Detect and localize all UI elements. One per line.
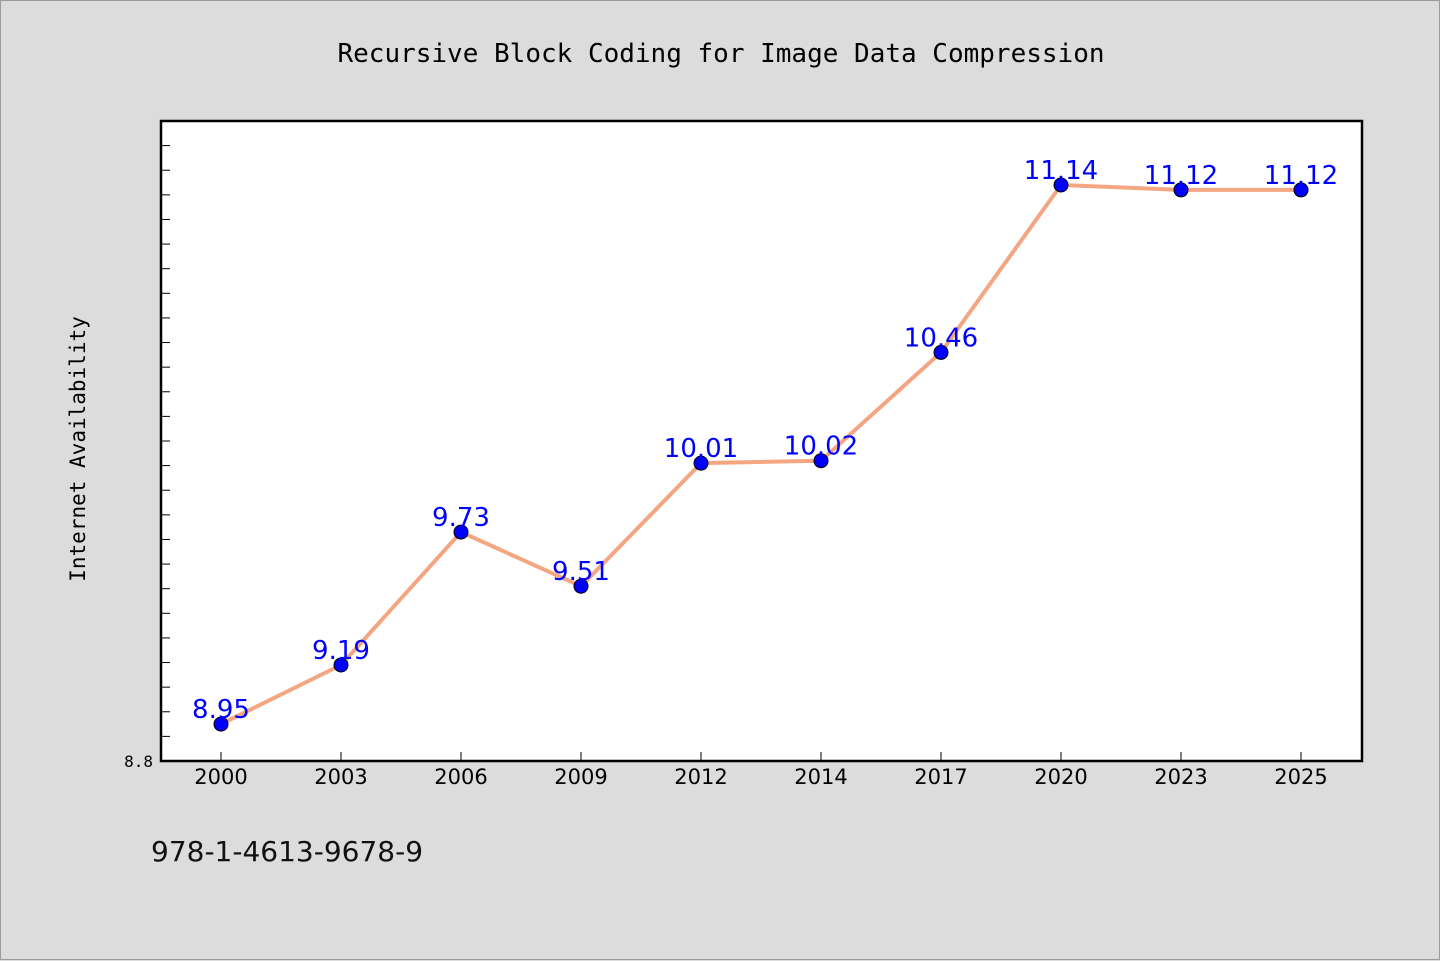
- data-point: [1293, 182, 1309, 198]
- data-point: [573, 578, 589, 594]
- chart-title: Recursive Block Coding for Image Data Co…: [337, 39, 1104, 69]
- data-label: 9.51: [552, 557, 610, 587]
- data-point: [453, 524, 469, 540]
- data-label: 9.73: [432, 503, 490, 533]
- data-label: 11.14: [1024, 156, 1098, 186]
- footer-code: 978-1-4613-9678-9: [151, 835, 424, 868]
- data-point: [213, 716, 229, 732]
- x-tick-label: 2020: [1034, 765, 1087, 789]
- series-group: 8.95 9.19 9.73 9.51 10.01 10.02 10.46 11.14 11.1…: [192, 156, 1338, 732]
- data-point: [1053, 177, 1069, 193]
- x-tick-label: 2017: [914, 765, 967, 789]
- y-axis-label: Internet Availability: [66, 316, 90, 582]
- series-line: [219, 183, 1303, 727]
- data-label: 10.01: [664, 434, 738, 464]
- data-label: 10.46: [904, 323, 978, 353]
- data-label: 9.19: [312, 636, 370, 666]
- data-point: [813, 453, 829, 469]
- x-tick-label: 2025: [1274, 765, 1327, 789]
- plot-area: [159, 119, 1364, 763]
- data-point: [1173, 182, 1189, 198]
- y-tick-label: 8.8: [124, 752, 153, 771]
- x-tick-label: 2003: [314, 765, 367, 789]
- x-tick-label: 2009: [554, 765, 607, 789]
- x-tick-label: 2006: [434, 765, 487, 789]
- y-axis-ticks: 8.8: [124, 145, 170, 771]
- x-axis-ticks: 2000 2003 2006 2009 2012 2014 2017 2020 2023 2025: [194, 752, 1328, 789]
- data-label: 8.95: [192, 695, 250, 725]
- x-tick-label: 2000: [194, 765, 247, 789]
- data-point: [333, 657, 349, 673]
- x-tick-label: 2023: [1154, 765, 1207, 789]
- x-tick-label: 2014: [794, 765, 847, 789]
- data-point: [693, 455, 709, 471]
- data-point: [933, 344, 949, 360]
- data-label: 11.12: [1144, 161, 1218, 191]
- data-label: 11.12: [1264, 161, 1338, 191]
- x-tick-label: 2012: [674, 765, 727, 789]
- data-label: 10.02: [784, 432, 858, 462]
